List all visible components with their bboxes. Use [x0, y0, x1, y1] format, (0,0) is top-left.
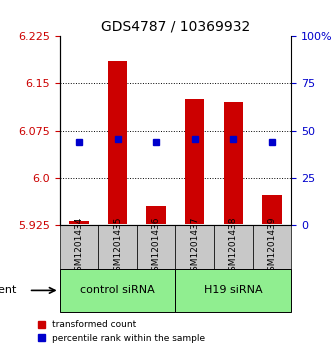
Title: GDS4787 / 10369932: GDS4787 / 10369932 [101, 20, 250, 34]
Bar [146, 206, 166, 224]
Bar [262, 196, 282, 224]
Text: GSM1201437: GSM1201437 [190, 217, 199, 277]
FancyBboxPatch shape [60, 225, 98, 269]
Bar [69, 221, 88, 224]
Text: GSM1201435: GSM1201435 [113, 217, 122, 277]
FancyBboxPatch shape [175, 225, 214, 269]
FancyBboxPatch shape [60, 269, 175, 312]
Text: control siRNA: control siRNA [80, 285, 155, 295]
Text: GSM1201434: GSM1201434 [74, 217, 83, 277]
FancyBboxPatch shape [137, 225, 175, 269]
FancyBboxPatch shape [175, 269, 291, 312]
Bar [108, 61, 127, 224]
Bar [185, 99, 204, 224]
FancyBboxPatch shape [214, 225, 253, 269]
Text: H19 siRNA: H19 siRNA [204, 285, 263, 295]
Text: GSM1201439: GSM1201439 [267, 217, 276, 277]
FancyBboxPatch shape [253, 225, 291, 269]
Text: GSM1201438: GSM1201438 [229, 217, 238, 277]
Text: GSM1201436: GSM1201436 [152, 217, 161, 277]
FancyBboxPatch shape [98, 225, 137, 269]
Text: agent: agent [0, 285, 17, 295]
Legend: transformed count, percentile rank within the sample: transformed count, percentile rank withi… [38, 320, 205, 343]
Bar [224, 102, 243, 224]
